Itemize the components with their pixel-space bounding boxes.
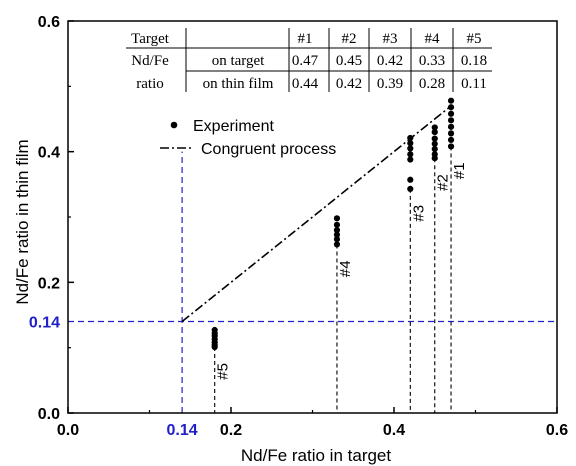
experiment-point [447,123,455,130]
table-cell: 0.42 [336,76,362,92]
x-tick-label: 0.2 [220,422,242,439]
legend-experiment-label: Experiment [193,118,274,135]
legend: Experiment Congruent process [160,118,336,158]
table-row-label: on thin film [203,76,274,92]
experiment-point [447,130,455,137]
table-column-header: #1 [298,31,313,47]
table-column-header: #2 [342,31,357,47]
experiment-point [447,136,455,144]
highlight-guides [68,151,557,413]
experiment-point [407,156,414,163]
y-axis-title: Nd/Fe ratio in thin film [13,139,32,304]
table-cell: 0.28 [419,76,445,92]
experiment-point [431,155,438,162]
target-label: #1 [451,162,468,179]
table-row-label: on target [212,53,265,69]
experiment-point [333,215,341,222]
chart-marks: #5 #4 #3 #2#1 [181,97,468,413]
table-cell: 0.42 [377,53,403,69]
experiment-point [431,124,438,131]
table-column-header: #4 [425,31,441,47]
experiment-point [407,151,414,158]
y-tick-label: 0.0 [38,406,60,423]
highlight-x-label: 0.14 [167,422,198,439]
composition-table: Target #1 #2 #3 #4 #5 Nd/Fe ratio on target 0.47 0… [126,28,492,92]
experiment-point [407,185,414,193]
table-row-group-top: Nd/Fe [131,53,169,69]
experiment-point [333,236,341,243]
experiment-point [431,145,438,153]
experiment-point [333,221,341,228]
target-label: #3 [410,205,427,222]
table-cell: 0.45 [336,53,362,69]
table-cell: 0.39 [377,76,403,92]
legend-congruent-label: Congruent process [201,141,336,158]
y-tick-label: 0.6 [38,14,60,31]
table-cell: 0.11 [461,76,487,92]
experiment-point [447,104,455,111]
experiment-point [431,140,438,147]
table-cell: 0.33 [419,53,445,69]
experiment-point [211,343,218,351]
target-label: #5 [215,363,232,380]
x-tick-label: 0.0 [57,422,79,439]
experiment-point [407,145,414,152]
legend-experiment-marker [170,121,178,129]
table-column-header: #3 [383,31,398,47]
table-cell: 0.47 [292,53,319,69]
experiment-point [407,176,414,183]
highlight-y-label: 0.14 [29,315,60,332]
experiment-point [407,140,414,147]
experiment-point [431,135,438,142]
x-axis-title: Nd/Fe ratio in target [241,446,392,465]
experiment-point [447,117,455,124]
target-label: #4 [337,260,354,277]
experiment-point [447,110,455,117]
experiment-point [447,143,455,150]
experiment-point [333,226,341,234]
table-cell: 0.18 [461,53,487,69]
table-cell: 0.44 [292,76,319,92]
x-tick-label: 0.6 [546,422,568,439]
experiment-point [407,134,414,142]
x-tick-label: 0.4 [383,422,405,439]
table-column-header: #5 [467,31,482,47]
experiment-point [333,231,341,238]
y-tick-label: 0.4 [38,145,60,162]
experiment-point [333,241,341,248]
target-label: #2 [435,174,452,191]
experiment-point [447,97,455,104]
table-header-target: Target [131,31,170,47]
table-row-group-bottom: ratio [136,76,164,92]
axis-ticks: 0.00.0 0.2 0.2 0.4 0.4 0.6 0.6 0.14 0.14 [29,14,568,439]
experiment-point [431,128,438,136]
y-tick-label: 0.2 [38,275,60,292]
congruent-process-line [181,105,452,323]
